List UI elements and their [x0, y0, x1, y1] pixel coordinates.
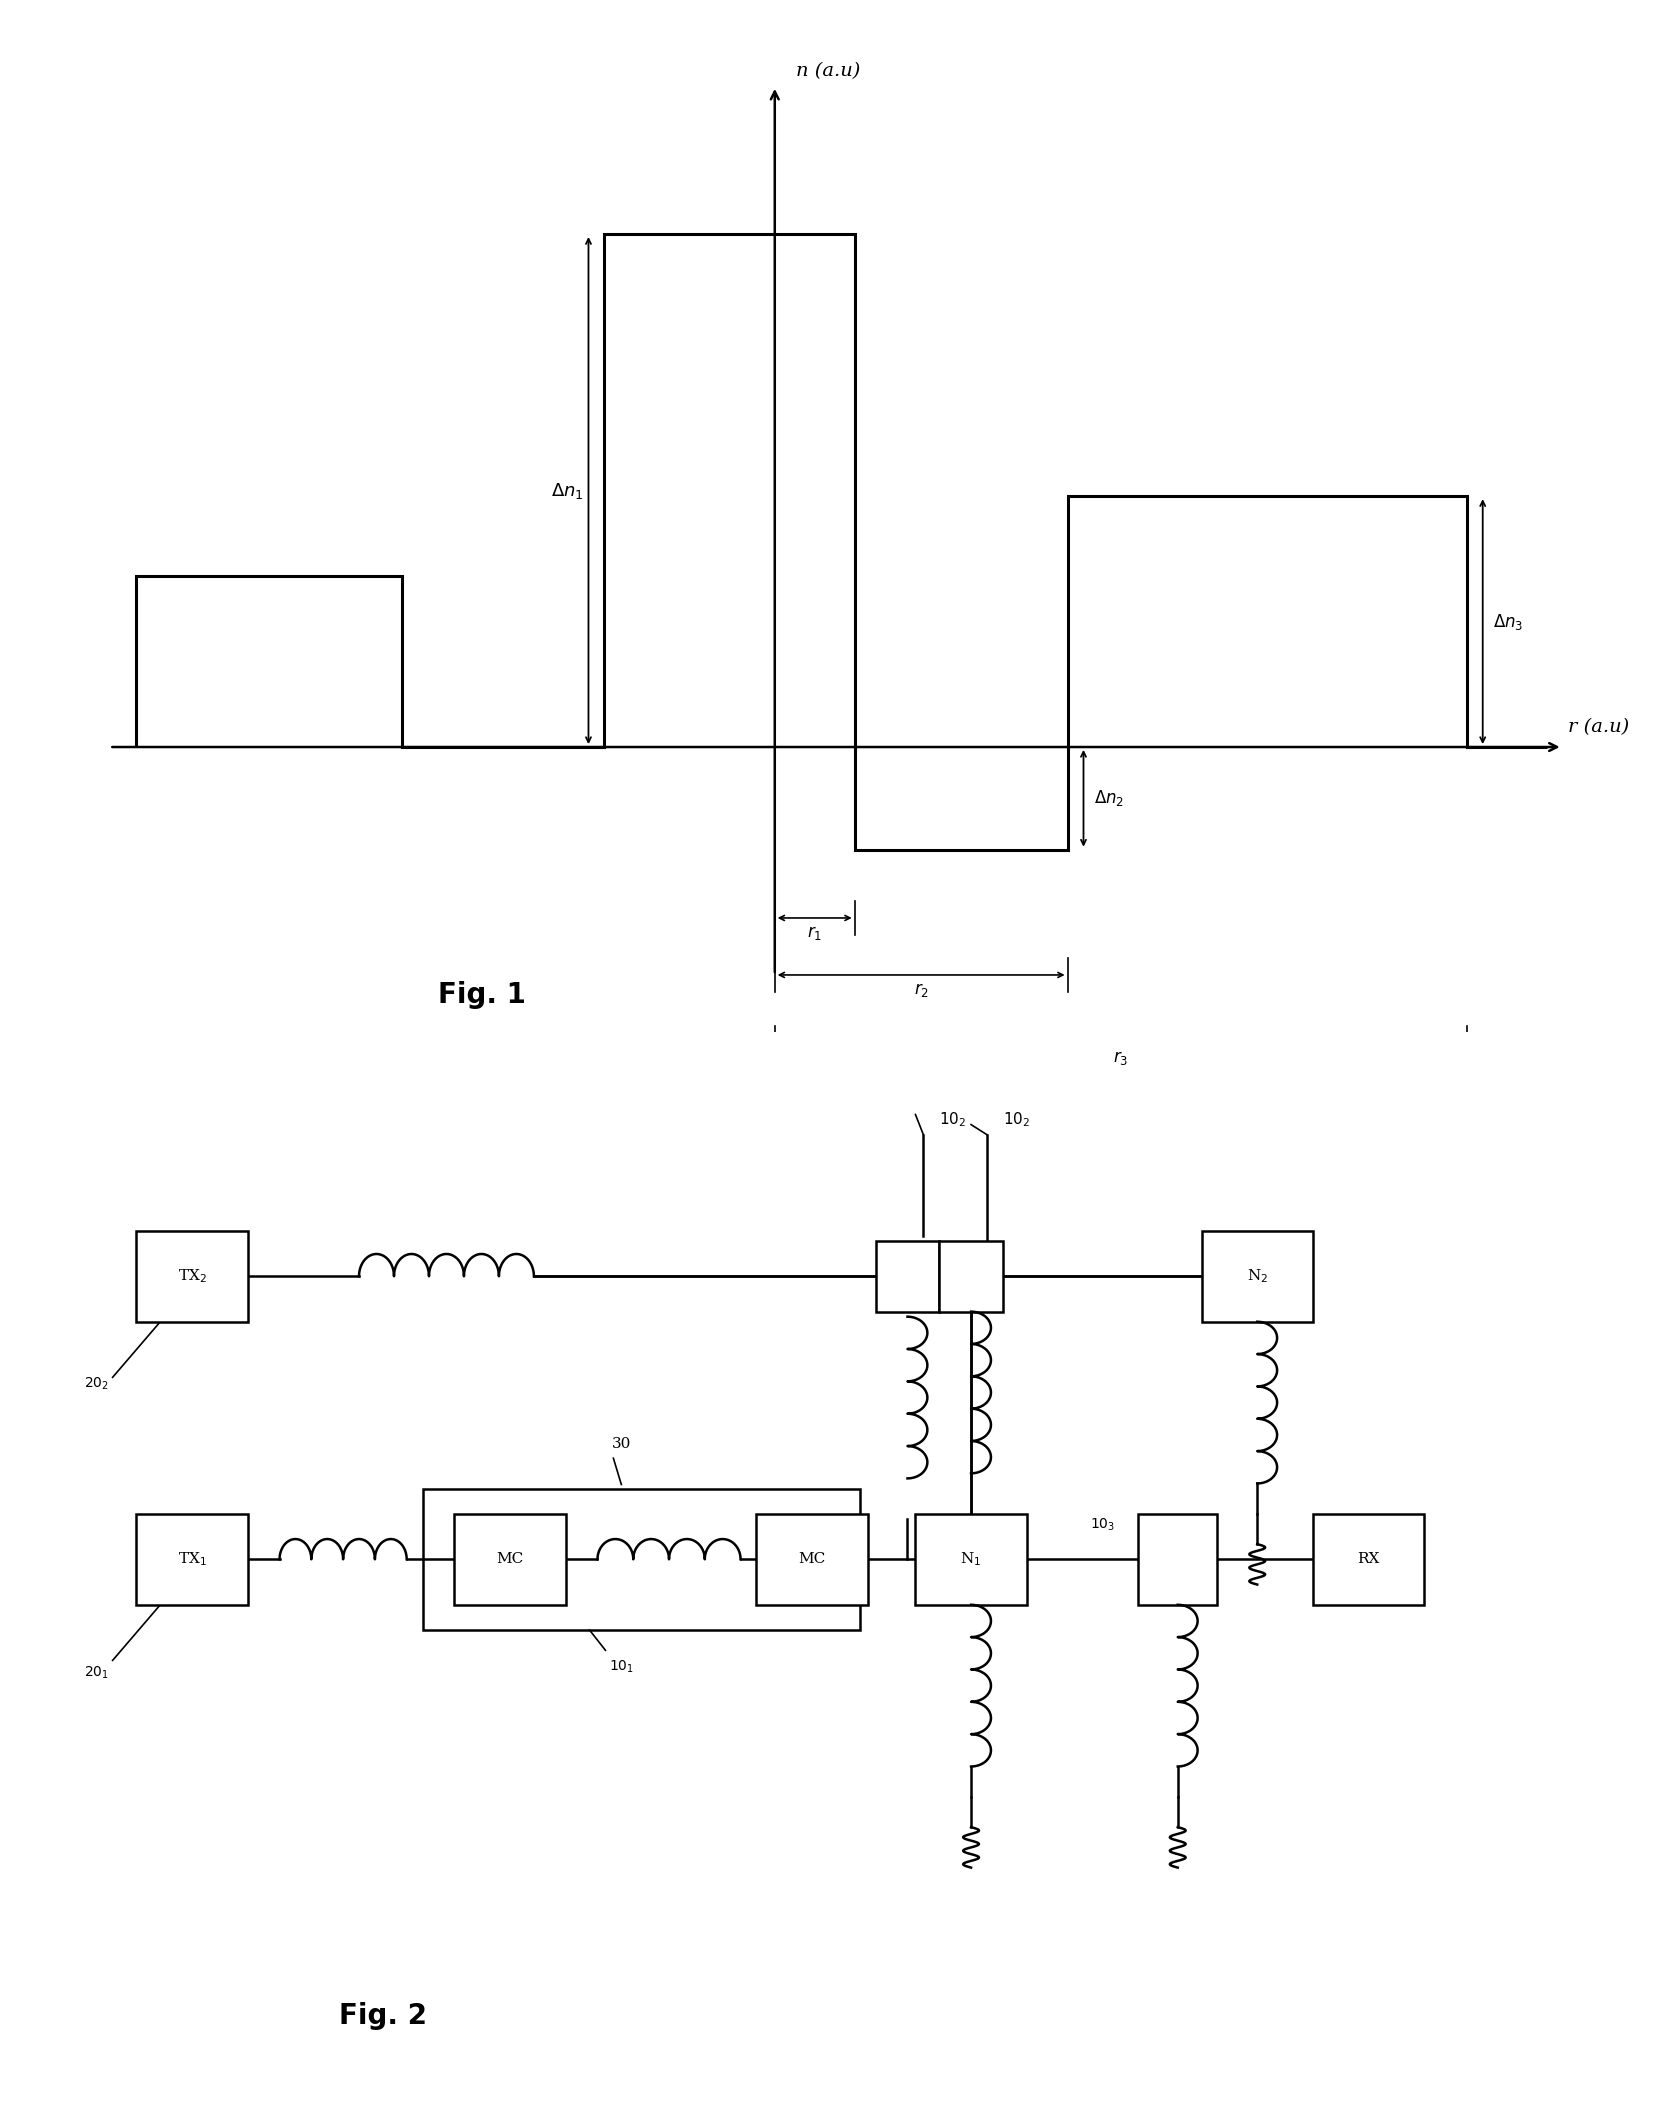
Bar	[136, 1514, 248, 1605]
Text: r (a.u): r (a.u)	[1567, 718, 1629, 735]
Bar	[1137, 1514, 1216, 1605]
Text: $\Delta n_3$: $\Delta n_3$	[1493, 611, 1523, 632]
Bar	[136, 1230, 248, 1323]
Bar	[756, 1514, 867, 1605]
Text: $20_1$: $20_1$	[84, 1664, 109, 1681]
Text: $20_2$: $20_2$	[84, 1375, 109, 1392]
Text: $10_1$: $10_1$	[609, 1660, 634, 1674]
Bar	[938, 1240, 1003, 1312]
Bar	[915, 1514, 1026, 1605]
Text: MC: MC	[798, 1552, 826, 1567]
Text: $r_2$: $r_2$	[914, 981, 928, 998]
Text: Fig. 2: Fig. 2	[339, 2003, 427, 2030]
Text: $\Delta n_1$: $\Delta n_1$	[549, 480, 583, 501]
Text: Fig. 1: Fig. 1	[439, 981, 526, 1009]
Bar	[453, 1514, 566, 1605]
Text: 30: 30	[611, 1436, 631, 1451]
Text: $r_3$: $r_3$	[1112, 1049, 1127, 1068]
Text: TX$_2$: TX$_2$	[177, 1268, 207, 1285]
Text: n (a.u): n (a.u)	[796, 63, 861, 80]
Text: N$_2$: N$_2$	[1246, 1268, 1268, 1285]
Text: $\Delta n_2$: $\Delta n_2$	[1094, 788, 1124, 809]
Text: MC: MC	[496, 1552, 523, 1567]
Bar	[875, 1240, 938, 1312]
Text: RX: RX	[1357, 1552, 1379, 1567]
Text: $10_2$: $10_2$	[1003, 1110, 1029, 1129]
Bar	[1312, 1514, 1423, 1605]
Text: $10_3$: $10_3$	[1089, 1516, 1115, 1533]
Text: $10_2$: $10_2$	[938, 1110, 967, 1129]
Text: $r_1$: $r_1$	[806, 925, 823, 941]
Bar	[422, 1489, 859, 1630]
Text: N$_1$: N$_1$	[960, 1550, 981, 1569]
Text: TX$_1$: TX$_1$	[177, 1550, 207, 1569]
Bar	[1202, 1230, 1312, 1323]
